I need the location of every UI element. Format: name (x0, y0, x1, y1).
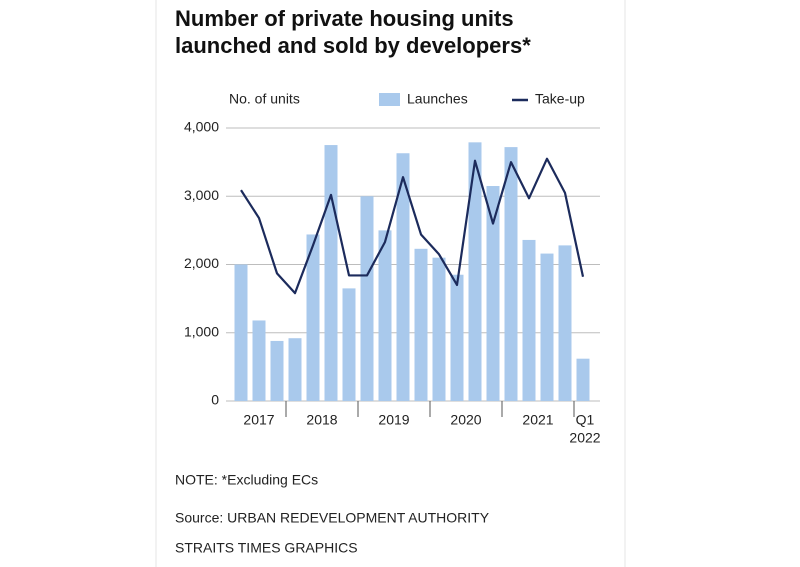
bar (360, 196, 374, 401)
chart-title: Number of private housing units (175, 6, 514, 31)
legend-swatch (379, 93, 400, 106)
chart-title: launched and sold by developers* (175, 33, 531, 58)
x-group-label: 2022 (569, 430, 600, 446)
y-tick-label: 1,000 (184, 323, 219, 339)
note: STRAITS TIMES GRAPHICS (175, 540, 358, 556)
bar (486, 186, 500, 401)
bar (378, 230, 392, 401)
x-group-label: 2021 (522, 412, 553, 428)
bar (414, 248, 428, 401)
y-axis-label: No. of units (229, 91, 300, 107)
bar (306, 234, 320, 401)
bar (540, 253, 554, 401)
bar (234, 264, 248, 401)
bar (324, 145, 338, 401)
bar (432, 257, 446, 401)
bar (576, 358, 590, 401)
bar (504, 147, 518, 401)
bar (396, 153, 410, 401)
bar (252, 320, 266, 401)
bar (558, 245, 572, 401)
x-group-label: 2020 (450, 412, 481, 428)
y-tick-label: 2,000 (184, 255, 219, 271)
bar (468, 142, 482, 401)
x-group-label: 2017 (243, 412, 274, 428)
x-group-label: 2018 (306, 412, 337, 428)
legend-label: Launches (407, 91, 468, 107)
bar (522, 239, 536, 401)
bar (450, 274, 464, 401)
take-up-line (240, 157, 585, 295)
bar (270, 340, 284, 401)
note: Source: URBAN REDEVELOPMENT AUTHORITY (175, 510, 490, 526)
x-group-label: Q1 (576, 412, 595, 428)
bar (342, 288, 356, 401)
y-tick-label: 0 (211, 392, 219, 408)
x-group-label: 2019 (378, 412, 409, 428)
note: NOTE: *Excluding ECs (175, 472, 318, 488)
y-tick-label: 3,000 (184, 187, 219, 203)
legend-label: Take-up (535, 91, 585, 107)
y-tick-label: 4,000 (184, 119, 219, 135)
bar (288, 338, 302, 401)
